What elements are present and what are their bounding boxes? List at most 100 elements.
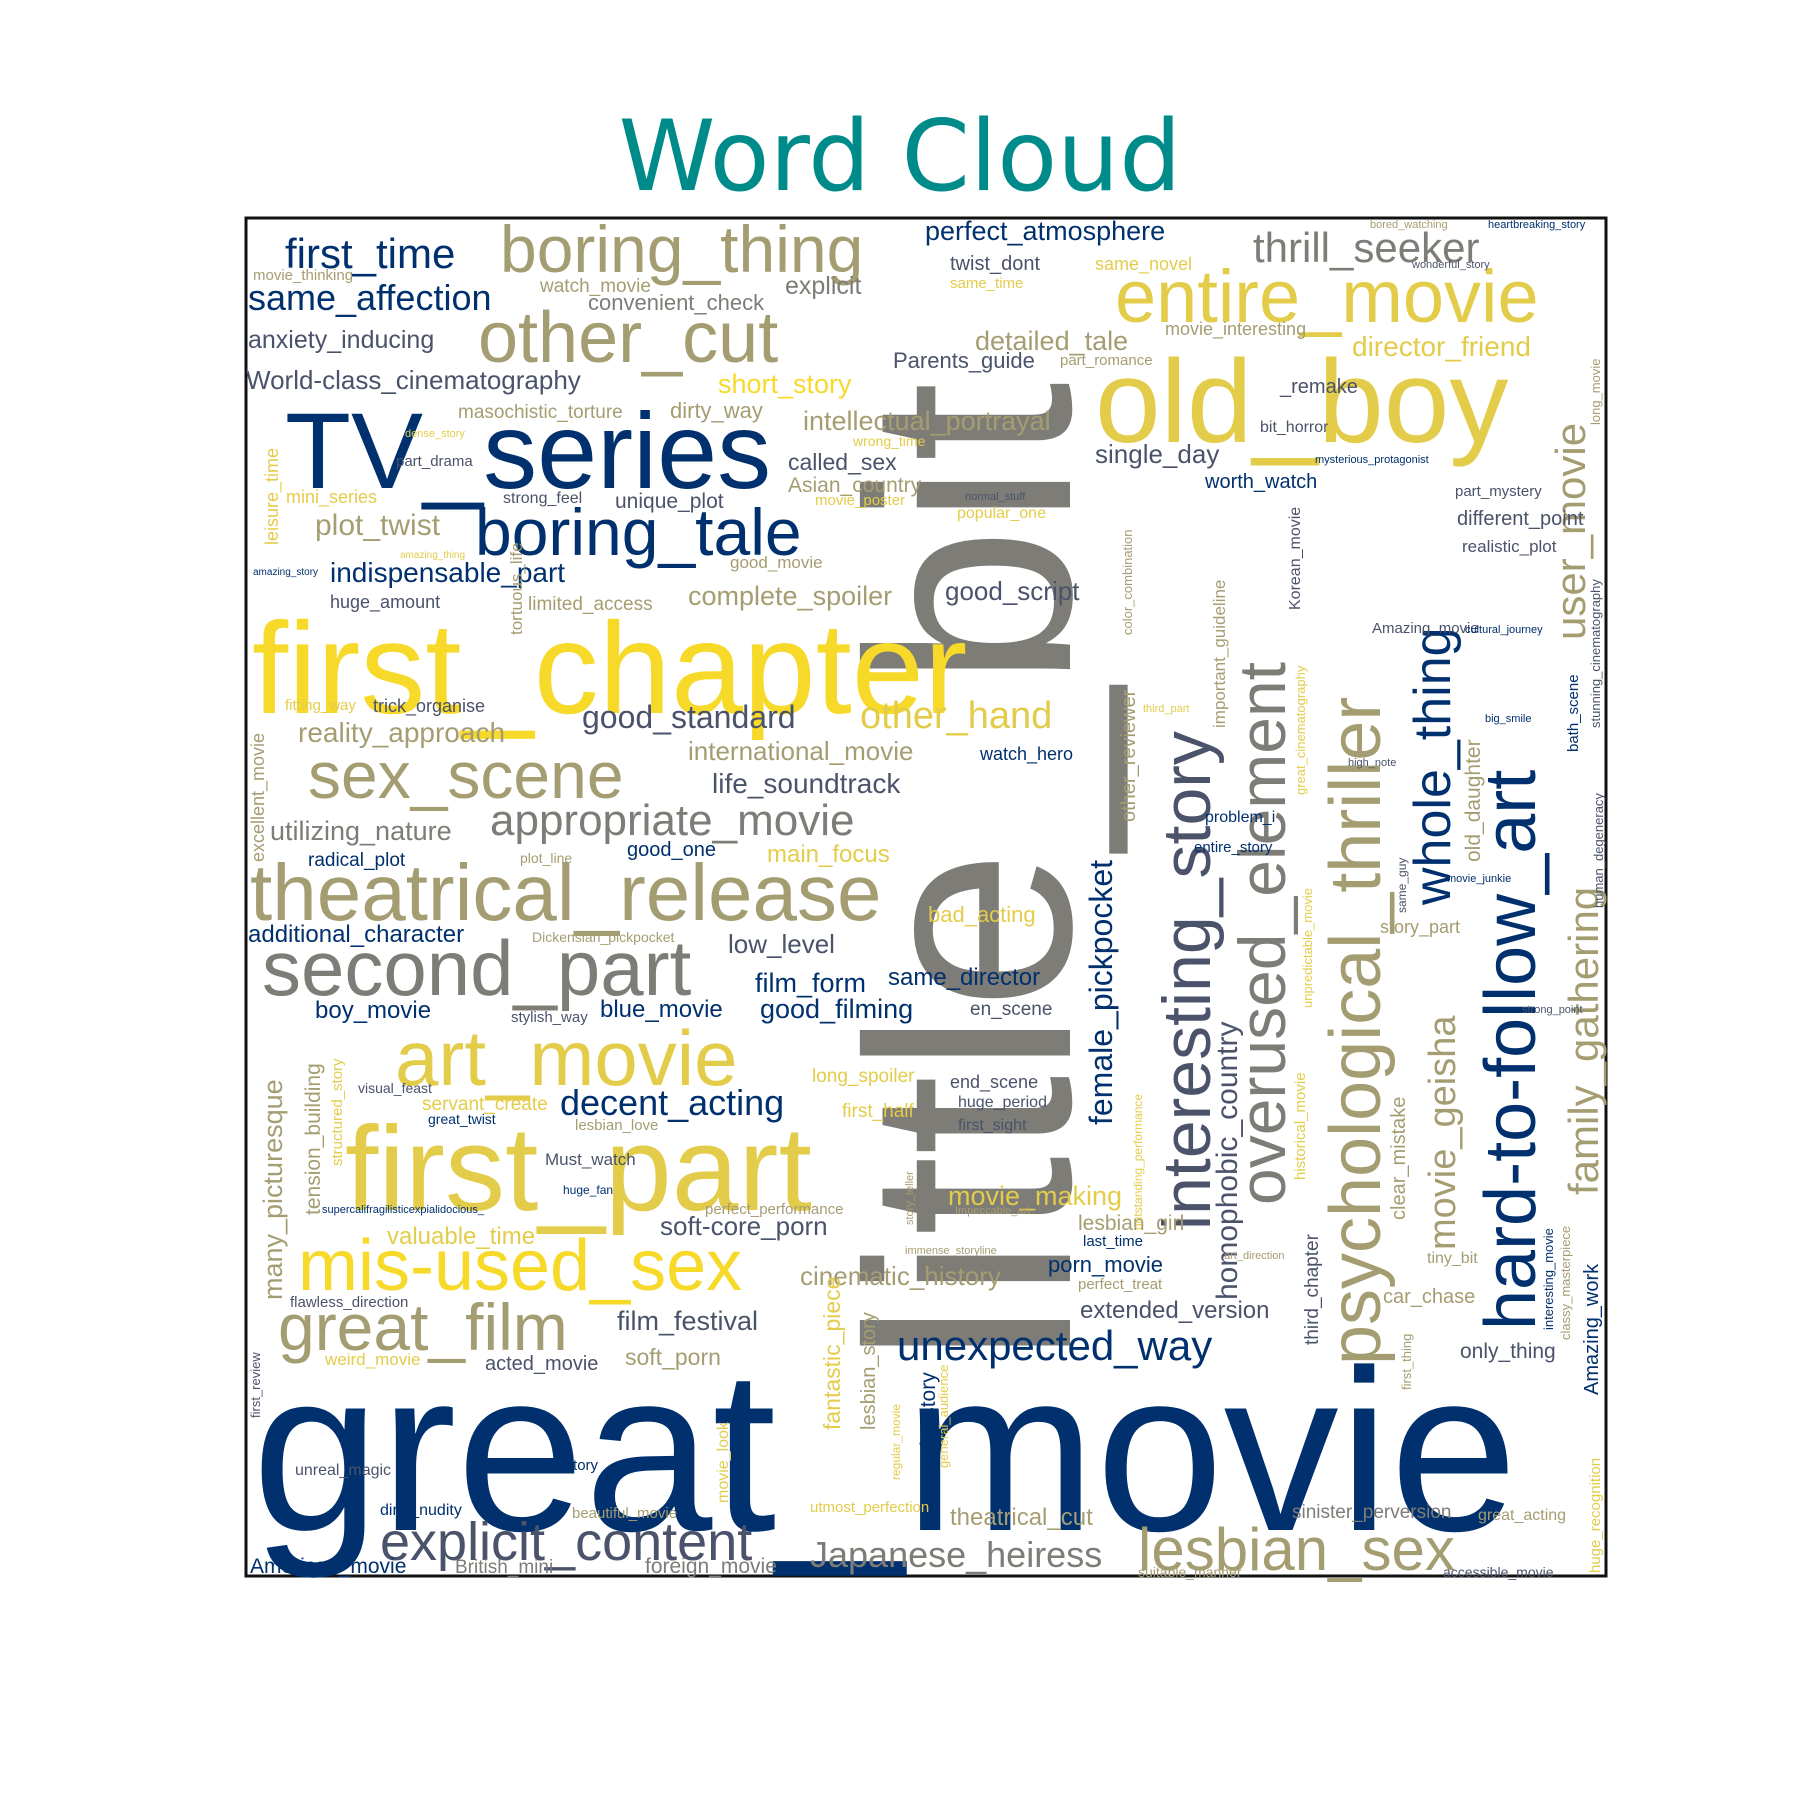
word-fitting-way: fitting_way <box>285 697 356 714</box>
word-appropriate-movie: appropriate_movie <box>490 796 854 845</box>
word-watch-movie: watch_movie <box>539 276 651 297</box>
word-thrill-seeker: thrill_seeker <box>1253 224 1479 271</box>
word-lesbian-story: lesbian_story <box>858 1312 880 1430</box>
word-general-audience: general_audience <box>936 1365 951 1468</box>
word-soft-core-porn: soft-core_porn <box>660 1211 828 1241</box>
word-huge-amount: huge_amount <box>330 592 440 613</box>
word-first-part: first_part <box>345 1102 812 1236</box>
word-long-movie: long_movie <box>1588 359 1603 426</box>
word-unreal-magic: unreal_magic <box>295 1462 391 1479</box>
word-good-filming: good_filming <box>760 994 913 1024</box>
word-visual-feast: visual_feast <box>358 1080 432 1096</box>
word-called-sex: called_sex <box>788 449 897 475</box>
word-strong-point: strong_point <box>1522 1004 1583 1016</box>
word-whole-thing: whole_thing <box>1404 627 1462 906</box>
word-short-story: short_story <box>718 369 852 399</box>
word-mini-series: mini_series <box>286 487 377 508</box>
word-interesting-story: interesting_story <box>1149 731 1225 1230</box>
word-director-friend: director_friend <box>1352 331 1531 362</box>
word-porn-movie: porn_movie <box>1048 1252 1163 1277</box>
word-wrong-time: wrong_time <box>852 433 926 449</box>
word-dickensian-pickpocket: Dickensian_pickpocket <box>532 929 675 945</box>
word-great-twist: great_twist <box>428 1111 496 1127</box>
word-utilizing-nature: utilizing_nature <box>270 816 452 846</box>
word-film-form: film_form <box>755 968 866 998</box>
word-different-point: different_point <box>1457 508 1584 530</box>
word-same-time: same_time <box>950 275 1023 292</box>
word-tiny-bit: tiny_bit <box>1427 1250 1478 1267</box>
word-huge-recognition: huge_recognition <box>1587 1458 1604 1573</box>
word-international-movie: international_movie <box>688 736 913 766</box>
word-single-day: single_day <box>1095 439 1219 469</box>
word-huge-fan: huge_fan <box>563 1183 613 1197</box>
word-little-bit: little_bit <box>808 381 1132 1365</box>
word-same-novel: same_novel <box>1095 254 1192 275</box>
word-heartbreaking-story: heartbreaking_story <box>1488 219 1586 231</box>
word-movie-interesting: movie_interesting <box>1165 319 1306 340</box>
word-structured-story: structured_story <box>329 1058 346 1166</box>
word-bad-acting: bad_acting <box>928 902 1036 927</box>
word-main-focus: main_focus <box>767 841 890 868</box>
word-korean-movie: Korean_movie <box>1287 507 1304 610</box>
word-homophobic-country: homophobic_country <box>1211 1021 1244 1300</box>
word-same-guy: same_guy <box>1395 858 1409 913</box>
word-first-thing: first_thing <box>1399 1334 1414 1390</box>
word-other-reviewer: other_reviewer <box>1118 689 1140 822</box>
word-unexpected-way: unexpected_way <box>897 1322 1212 1369</box>
word-stunning-cinematography: stunning_cinematography <box>1588 579 1603 728</box>
word-soft-porn: soft_porn <box>625 1344 721 1370</box>
word-color-combination: color_combination <box>1120 529 1135 635</box>
word-outstanding-performance: outstanding_performance <box>1131 1094 1145 1230</box>
word-only-thing: only_thing <box>1460 1340 1556 1363</box>
word-masochistic-torture: masochistic_torture <box>458 402 623 423</box>
chart-title: Word Cloud <box>618 100 1182 214</box>
word-accessible-movie: accessible_movie <box>1443 1564 1554 1580</box>
word-part-romance: part_romance <box>1060 352 1153 369</box>
word-explicit: explicit <box>785 272 861 300</box>
word-indispensable-part: indispensable_part <box>330 557 565 588</box>
word-main-story: main_story <box>917 1372 940 1475</box>
word-part-drama: part_drama <box>396 453 473 470</box>
word-classy-masterpiece: classy_masterpiece <box>1558 1226 1573 1340</box>
word-third-chapter: third_chapter <box>1302 1233 1323 1345</box>
word-explicit-content: explicit_content <box>380 1512 752 1572</box>
word-important-guideline: important_guideline <box>1210 580 1229 728</box>
word-old-daughter: old_daughter <box>1462 739 1485 862</box>
word-impeccable-art: Impeccable_art <box>955 1205 1030 1217</box>
word-sinister-perversion: sinister_perversion <box>1292 1502 1451 1523</box>
word-wonderful-story: wonderful_story <box>1411 259 1490 271</box>
word-movie-look: movie_look <box>715 1421 732 1503</box>
word-art-direction: art_direction <box>1224 1250 1285 1262</box>
word-acted-movie: acted_movie <box>485 1353 598 1375</box>
word-convenient-check: convenient_check <box>588 290 765 315</box>
word-entire-movie: entire_movie <box>1115 255 1539 338</box>
word-radical-plot: radical_plot <box>308 850 406 871</box>
word-amazing-thing: amazing_thing <box>400 550 465 561</box>
word-weird-movie: weird_movie <box>324 1350 420 1369</box>
word-plot-twist: plot_twist <box>315 509 441 542</box>
word-twist-dont: twist_dont <box>950 253 1040 275</box>
word-supercalifragilisticexpialidocious-: supercalifragilisticexpialidocious_ <box>322 1204 485 1216</box>
word-family-gathering: family_gathering <box>1560 887 1607 1195</box>
word-female-pickpocket: female_pickpocket <box>1083 860 1119 1125</box>
word-last-time: last_time <box>1083 1233 1143 1250</box>
word-mis-used-sex: mis-used_sex <box>298 1226 742 1306</box>
word-interesting-movie: interesting_movie <box>1541 1228 1556 1330</box>
word-amazing-movie: Amazing_movie <box>1372 620 1479 637</box>
word-en-scene: en_scene <box>970 999 1052 1020</box>
word-whole-story: whole_story <box>517 1457 599 1474</box>
word-first-chapter: first_chapter <box>252 595 967 741</box>
word-user-movie: user_movie <box>1547 423 1594 640</box>
word-watch-hero: watch_hero <box>979 744 1073 765</box>
word-leisure-time: leisure_time <box>262 448 283 545</box>
word-dense-story: dense_story <box>405 428 465 440</box>
word-hard-to-follow-art: hard-to-follow_art <box>1471 770 1551 1330</box>
word-blue-movie: blue_movie <box>600 996 723 1023</box>
word-historical-movie: historical_movie <box>1292 1072 1309 1180</box>
word-human-degeneracy: human_degeneracy <box>1591 793 1606 908</box>
word-theatrical-cut: theatrical_cut <box>950 1504 1093 1531</box>
word-bath-scene: bath_scene <box>1565 674 1582 752</box>
word-foreign-movie: foreign_movie <box>645 1555 777 1578</box>
word-perfect-performance: perfect_performance <box>705 1201 843 1218</box>
